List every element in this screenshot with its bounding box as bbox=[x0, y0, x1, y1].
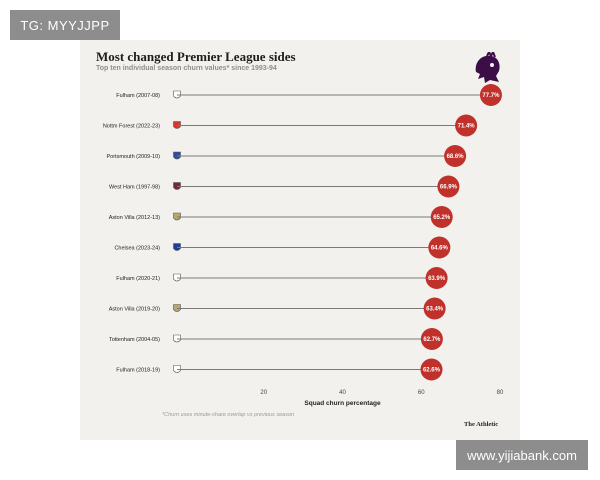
category-label: Portsmouth (2009-10) bbox=[107, 154, 161, 160]
value-marker bbox=[423, 297, 446, 320]
value-marker bbox=[479, 84, 502, 106]
value-label: 64.6% bbox=[431, 246, 449, 252]
x-axis-label: Squad churn percentage bbox=[304, 400, 381, 407]
churn-dot-chart: Fulham (2007-08) 77.7% Nottm Forest (2022-… bbox=[103, 84, 504, 407]
chart-footnote: *Churn uses minute-share overlap vs prev… bbox=[162, 412, 295, 418]
category-label: Fulham (2007-08) bbox=[116, 93, 160, 99]
channel-tag: TG: MYYJJPP bbox=[10, 10, 120, 40]
site-watermark: www.yijiabank.com bbox=[456, 440, 588, 470]
x-tick-label: 40 bbox=[339, 390, 346, 396]
category-label: Aston Villa (2019-20) bbox=[109, 307, 160, 313]
value-marker bbox=[420, 358, 443, 381]
value-label: 77.7% bbox=[482, 93, 500, 99]
fulham-badge-icon bbox=[173, 365, 181, 373]
category-label: Chelsea (2023-24) bbox=[114, 246, 160, 252]
chart-subtitle: Top ten individual season churn values* … bbox=[96, 65, 277, 72]
chelsea-badge-icon bbox=[173, 243, 181, 251]
tottenham-badge-icon bbox=[173, 334, 181, 343]
value-label: 63.4% bbox=[426, 307, 444, 313]
nottm-forest-badge-icon bbox=[173, 121, 181, 129]
premier-league-lion-icon bbox=[475, 52, 500, 83]
x-tick-label: 60 bbox=[418, 390, 425, 396]
chart-title: Most changed Premier League sides bbox=[96, 49, 296, 64]
source-brand: The Athletic bbox=[464, 421, 499, 428]
value-label: 68.6% bbox=[447, 154, 465, 160]
value-label: 62.7% bbox=[423, 337, 441, 343]
value-marker bbox=[420, 328, 443, 350]
value-label: 62.6% bbox=[423, 368, 441, 374]
category-label: Tottenham (2004-05) bbox=[109, 337, 160, 343]
aston-villa-badge-icon bbox=[173, 212, 181, 221]
value-marker bbox=[428, 236, 451, 259]
chart-card: Most changed Premier League sides Top te… bbox=[80, 40, 520, 440]
value-marker bbox=[455, 114, 478, 137]
value-marker bbox=[425, 267, 448, 289]
fulham-badge-icon bbox=[173, 273, 181, 282]
x-tick-label: 80 bbox=[497, 390, 504, 396]
category-label: West Ham (1997-98) bbox=[109, 185, 160, 191]
value-marker bbox=[430, 206, 453, 228]
x-tick-label: 20 bbox=[260, 390, 267, 396]
value-label: 71.4% bbox=[458, 124, 476, 130]
value-label: 66.9% bbox=[440, 185, 458, 191]
value-label: 65.2% bbox=[433, 215, 451, 221]
category-label: Nottm Forest (2022-23) bbox=[103, 124, 160, 130]
fulham-badge-icon bbox=[173, 90, 181, 99]
category-label: Fulham (2020-21) bbox=[116, 276, 160, 282]
value-marker bbox=[437, 175, 460, 198]
category-label: Fulham (2018-19) bbox=[116, 368, 160, 374]
aston-villa-badge-icon bbox=[173, 304, 181, 312]
value-marker bbox=[444, 145, 467, 167]
category-label: Aston Villa (2012-13) bbox=[109, 215, 160, 221]
west-ham-badge-icon bbox=[173, 182, 181, 190]
value-label: 63.9% bbox=[428, 276, 446, 282]
portsmouth-badge-icon bbox=[173, 151, 181, 160]
